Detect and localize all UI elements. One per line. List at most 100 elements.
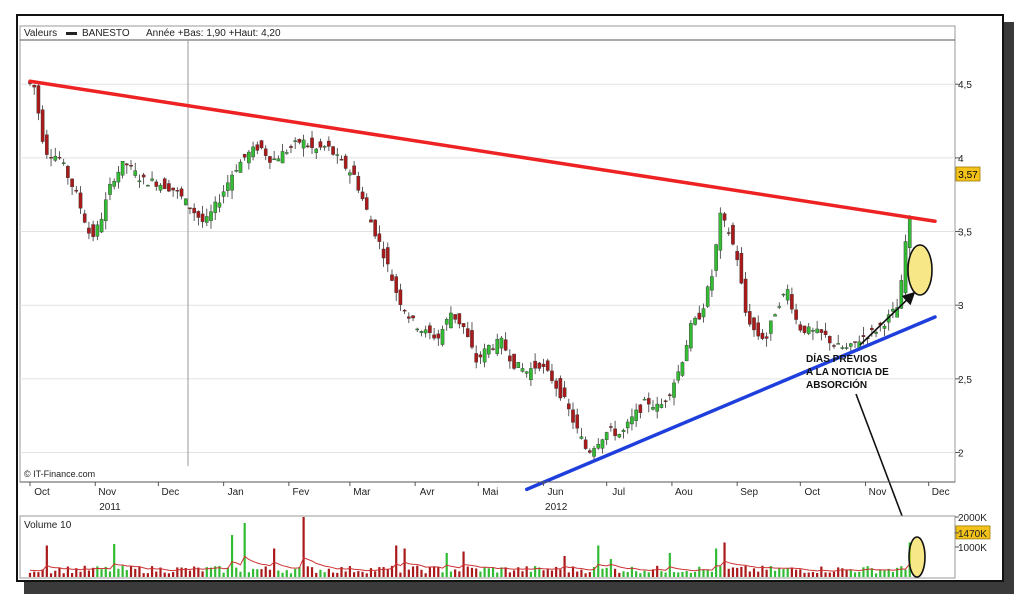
volume-bar [100, 569, 103, 577]
volume-bar [849, 569, 852, 577]
candle-body [348, 172, 352, 176]
candle-body [781, 293, 786, 296]
candle-body [242, 153, 247, 158]
volume-bar [706, 569, 709, 577]
volume-bar [487, 568, 490, 577]
candle-body [70, 178, 74, 188]
volume-bar [361, 571, 364, 577]
candle-body [360, 191, 365, 200]
volume-bar [719, 566, 722, 577]
candle-body [705, 286, 710, 307]
volume-bar [500, 567, 503, 577]
candle-body [524, 371, 529, 374]
volume-bar [883, 570, 886, 577]
candle-body [609, 426, 613, 428]
candle-body [836, 343, 840, 345]
volume-bar [37, 572, 40, 577]
candle-body [739, 253, 744, 284]
volume-bar [504, 567, 507, 577]
highlight-ellipse-price [907, 244, 933, 296]
volume-bar [525, 566, 528, 577]
volume-bar [824, 572, 827, 577]
volume-bar [778, 567, 781, 577]
price-tick-label: 3 [958, 301, 964, 312]
candle-body [634, 409, 638, 421]
volume-bar [710, 571, 714, 577]
volume-bar [437, 567, 440, 577]
volume-bar [374, 571, 377, 577]
candle-body [470, 330, 474, 348]
candle-body [125, 163, 129, 166]
volume-bar [879, 569, 882, 577]
candle-body [752, 317, 756, 331]
volume-bar [761, 565, 764, 577]
volume-bar [264, 566, 267, 577]
candle-body [680, 362, 685, 376]
volume-bar [904, 569, 907, 577]
volume-bar [592, 566, 596, 577]
candle-body [280, 151, 285, 164]
volume-bar [891, 571, 895, 577]
candle-body [343, 155, 348, 169]
volume-bar [214, 566, 217, 577]
candle-body [790, 294, 794, 310]
candle-body [773, 314, 777, 317]
volume-bar [306, 566, 309, 577]
month-label: Dec [932, 487, 950, 498]
candle-body [659, 404, 664, 408]
volume-bar [348, 566, 352, 577]
month-label: Jan [228, 487, 244, 498]
candle-body [613, 428, 617, 436]
volume-bar [41, 569, 44, 577]
volume-bar [866, 566, 869, 577]
volume-bar [378, 567, 381, 577]
volume-bar [622, 571, 625, 577]
candle-body [533, 360, 537, 369]
candle-body [621, 430, 626, 432]
candle-body [756, 322, 761, 337]
price-axis: 2 2,5 3 3,5 4 4,5 [955, 80, 972, 460]
volume-bar [887, 568, 890, 577]
volume-bar [33, 571, 36, 577]
volume-bar [188, 570, 192, 577]
volume-bar [853, 572, 857, 577]
candle-body [234, 170, 239, 172]
volume-bar [83, 565, 86, 577]
candle-body [57, 156, 62, 159]
volume-bar [534, 566, 537, 577]
candle-body [272, 158, 276, 161]
volume-bar [150, 566, 154, 577]
candle-body [263, 148, 268, 156]
volume-bar [125, 570, 128, 577]
volume-bars [28, 517, 911, 577]
volume-bar [672, 572, 676, 577]
month-label: Mai [482, 487, 498, 498]
candle-body [554, 380, 558, 389]
candle-body [158, 184, 163, 191]
resistance-trendline [28, 79, 937, 223]
volume-bar [454, 569, 457, 577]
volume-average-line [29, 555, 911, 572]
volume-bar [420, 569, 423, 577]
volume-bar [862, 567, 865, 577]
volume-bar [129, 565, 133, 577]
volume-bar [424, 573, 427, 577]
volume-bar [310, 567, 314, 577]
volume-bar [294, 568, 297, 577]
volume-bar [108, 571, 112, 577]
candle-body [562, 387, 567, 397]
volume-bar [841, 568, 844, 577]
volume-tick-label: 2000K [958, 513, 987, 524]
candle-body [306, 145, 310, 148]
candle-body [183, 198, 188, 206]
volume-bar [790, 567, 793, 577]
volume-bar [163, 572, 166, 577]
volume-bar [723, 542, 726, 577]
volume-bar [807, 572, 810, 577]
candle-body [735, 250, 739, 261]
volume-axis: 2000K 1470K 1000K [955, 513, 991, 554]
month-label: Avr [420, 487, 435, 498]
candle-body [903, 241, 908, 294]
candle-body [45, 134, 49, 155]
candle-body [436, 333, 441, 339]
